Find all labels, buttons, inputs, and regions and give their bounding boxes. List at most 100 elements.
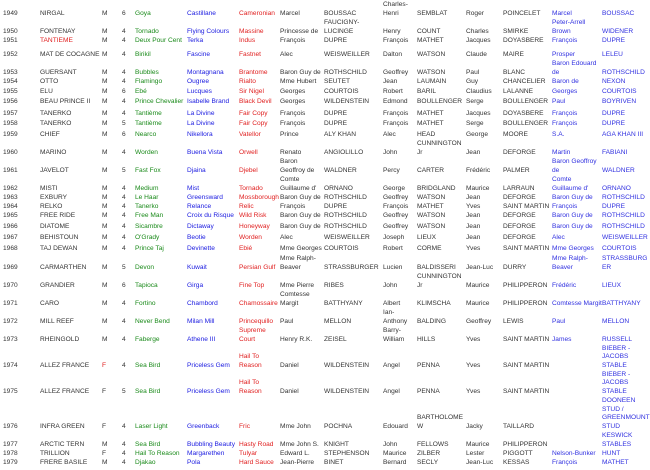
cell-age: 4	[122, 299, 126, 307]
cell-sex: M	[102, 148, 108, 156]
cell-breeder-last: DUPRE	[602, 36, 626, 44]
cell-breeder-last: ROTHSCHILD	[602, 222, 645, 230]
cell-year: 1975	[3, 387, 18, 395]
cell-owner-first: Prince	[280, 130, 299, 138]
cell-sex: F	[102, 387, 107, 395]
cell-owner-first: François	[280, 202, 306, 210]
cell-jockey-last: DOYASBERE	[503, 36, 544, 44]
cell-damsire: Orwell	[239, 148, 258, 156]
cell-year: 1978	[3, 449, 18, 457]
cell-jockey-first: Claudius	[466, 87, 492, 95]
cell-sex: M	[102, 263, 108, 271]
cell-age: 6	[122, 87, 126, 95]
cell-jockey-last: POINCELET	[503, 9, 541, 17]
cell-dam: Castillane	[187, 9, 216, 17]
cell-breeder-last: LIEUX	[602, 281, 622, 289]
cell-dam: Buena Vista	[187, 148, 223, 156]
cell-breeder-first: Comtesse Margit	[552, 299, 602, 307]
cell-trainer-last: FELLOWS	[417, 440, 449, 448]
cell-year: 1979	[3, 458, 18, 466]
cell-jockey-last: DOYASBERE	[503, 109, 544, 117]
cell-owner-first: Mme John	[280, 422, 311, 430]
cell-owner-first: Alec	[280, 50, 293, 58]
cell-age: 4	[122, 109, 126, 117]
cell-horse: JAVELOT	[40, 166, 69, 174]
cell-owner-first: Edward L.	[280, 449, 310, 457]
cell-jockey-first: Serge	[466, 97, 484, 105]
cell-breeder-last: LELEU	[602, 50, 623, 58]
cell-damsire: Hasty Road	[239, 440, 274, 448]
cell-breeder-last: ROTHSCHILD	[602, 211, 645, 219]
cell-breeder-last: DUPRE	[602, 119, 626, 127]
cell-year: 1950	[3, 27, 18, 35]
cell-jockey-first: Jean	[466, 222, 481, 230]
cell-breeder-first: François	[552, 119, 578, 127]
cell-jockey-last: TAILLARD	[503, 422, 535, 430]
cell-age: 4	[122, 50, 126, 58]
cell-owner-last: ROTHSCHILD	[324, 211, 367, 219]
cell-trainer-last: BRIDGLAND	[417, 184, 456, 192]
cell-owner-first: Marcel	[280, 9, 300, 17]
cell-breeder-first: Mme Ralph-Beaver	[552, 255, 588, 271]
cell-damsire: Supreme Court	[239, 327, 266, 343]
cell-sex: M	[102, 77, 108, 85]
cell-damsire: Mossborough	[239, 193, 279, 201]
cell-owner-first: Daniel	[280, 387, 299, 395]
cell-dam: Girga	[187, 281, 204, 289]
cell-sire: Goya	[135, 9, 151, 17]
cell-damsire: Djebel	[239, 166, 258, 174]
cell-dam: Bubbling Beauty	[187, 440, 236, 448]
cell-breeder-last: ROTHSCHILD	[602, 68, 645, 76]
cell-dam: Mist	[187, 184, 200, 192]
cell-sex: M	[102, 166, 108, 174]
cell-sex: M	[102, 440, 108, 448]
cell-dam: Relance	[187, 202, 212, 210]
cell-trainer-first: Robert	[383, 87, 403, 95]
cell-trainer-first: François	[383, 202, 409, 210]
cell-trainer-last: CUNNINGTON Jr	[417, 140, 462, 156]
cell-jockey-last: SAINT MARTIN	[503, 335, 550, 343]
cell-owner-last: STEPHENSON	[324, 449, 370, 457]
cell-jockey-last: SAINT MARTIN	[503, 361, 550, 369]
cell-sex: M	[102, 317, 108, 325]
cell-sire: Nearco	[135, 130, 157, 138]
cell-owner-last: POCHNA	[324, 422, 353, 430]
cell-trainer-last: CARTER	[417, 166, 444, 174]
cell-year: 1961	[3, 166, 18, 174]
cell-owner-first: Baron Guy de	[280, 193, 321, 201]
cell-trainer-first: John	[383, 148, 398, 156]
cell-dam: Athene III	[187, 335, 216, 343]
cell-breeder-first: Alec	[552, 233, 565, 241]
cell-age: 4	[122, 335, 126, 343]
cell-jockey-first: Serge	[466, 119, 484, 127]
cell-year: 1956	[3, 97, 18, 105]
cell-sire: Laser Light	[135, 422, 168, 430]
cell-jockey-first: Jacques	[466, 36, 491, 44]
cell-owner-last: WEISWEILLER	[324, 233, 370, 241]
cell-breeder-first: Baron de	[552, 77, 579, 85]
cell-trainer-last: KLIMSCHA	[417, 299, 451, 307]
cell-breeder-last: DOONEEN STUD / GREENMOUNT STUD	[602, 397, 650, 430]
cell-trainer-last: PENNA	[417, 387, 440, 395]
cell-horse: BEHISTOUN	[40, 233, 79, 241]
cell-trainer-first: François	[383, 109, 409, 117]
cell-sex: M	[102, 97, 108, 105]
cell-age: 4	[122, 202, 126, 210]
cell-sex: M	[102, 184, 108, 192]
cell-owner-last: ROTHSCHILD	[324, 222, 367, 230]
cell-jockey-first: George	[466, 130, 488, 138]
cell-year: 1964	[3, 202, 18, 210]
cell-horse: CHIEF	[40, 130, 60, 138]
cell-breeder-first: Paul	[552, 97, 566, 105]
cell-jockey-last: DEFORGE	[503, 222, 536, 230]
cell-sire: Tornado	[135, 27, 159, 35]
cell-horse: ALLEZ FRANCE	[40, 387, 90, 395]
cell-breeder-first: Baron Guy de	[552, 193, 593, 201]
cell-jockey-first: Geoffrey	[466, 317, 492, 325]
cell-trainer-first: Maurice	[383, 449, 407, 457]
cell-breeder-first: Baron Edouard de	[552, 60, 597, 76]
cell-jockey-last: DEFORGE	[503, 193, 536, 201]
cell-owner-last: ZEISEL	[324, 335, 347, 343]
cell-year: 1953	[3, 68, 18, 76]
cell-sex: M	[102, 281, 108, 289]
